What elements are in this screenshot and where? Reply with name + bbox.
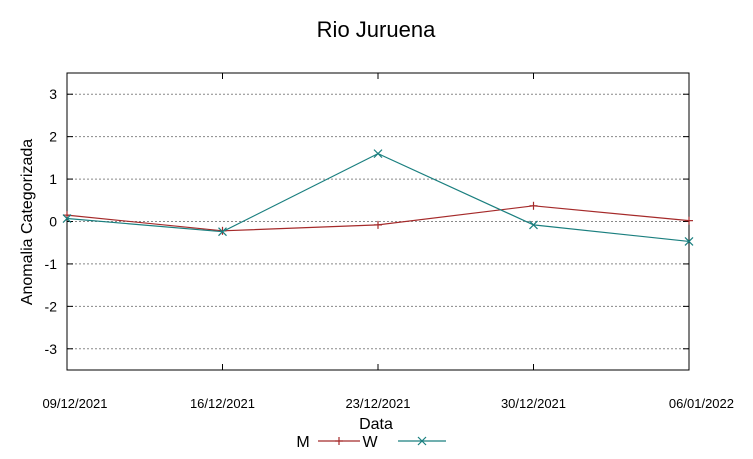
x-tick-label: 23/12/2021 <box>345 396 410 411</box>
y-tick-label: -1 <box>45 256 58 272</box>
data-point <box>529 220 538 230</box>
series-W <box>62 149 694 246</box>
data-point <box>417 436 427 446</box>
data-point <box>218 227 227 237</box>
y-axis-label: Anomalia Categorizada <box>19 139 36 305</box>
data-point <box>684 237 694 246</box>
x-axis: 09/12/2021 16/12/2021 23/12/2021 30/12/2021… <box>42 73 734 411</box>
x-axis-label: Data <box>359 416 393 433</box>
legend-label: W <box>362 434 378 451</box>
x-tick-label: 16/12/2021 <box>190 396 255 411</box>
legend-label: M <box>296 434 309 451</box>
series-group <box>62 149 694 246</box>
y-tick-label: 0 <box>49 214 57 230</box>
y-tick-label: 2 <box>49 129 57 145</box>
x-tick-label: 30/12/2021 <box>501 396 566 411</box>
series-M <box>63 201 693 235</box>
chart-title: Rio Juruena <box>317 17 436 42</box>
y-tick-label: 1 <box>49 171 57 187</box>
data-point <box>62 214 72 223</box>
y-tick-label: 3 <box>49 86 57 102</box>
data-point <box>373 149 383 159</box>
x-tick-label: 06/01/2022 <box>669 396 734 411</box>
x-tick-label: 09/12/2021 <box>42 396 107 411</box>
y-tick-label: -3 <box>45 341 58 357</box>
y-tick-label: -2 <box>45 298 58 314</box>
y-axis: 3 2 1 0 -1 -2 -3 <box>45 86 689 357</box>
